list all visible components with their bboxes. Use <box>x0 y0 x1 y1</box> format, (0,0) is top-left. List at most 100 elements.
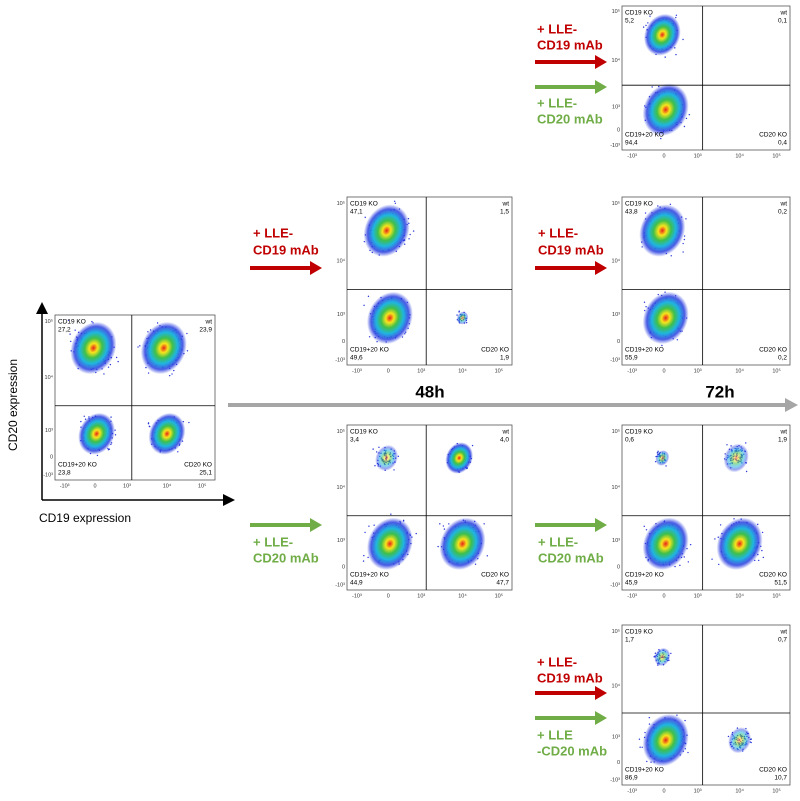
cell-dot <box>762 556 765 559</box>
y-tick-label: 10⁵ <box>337 428 345 435</box>
gate-name: CD20 KO <box>481 347 509 354</box>
cell-dot <box>186 350 189 352</box>
cell-density <box>639 204 686 257</box>
gate-percent: 4,0 <box>500 437 509 444</box>
x-tick-label: 10⁵ <box>198 482 206 489</box>
x-axis-label: CD19 expression <box>39 511 131 525</box>
x-tick-label: 10⁵ <box>772 152 780 159</box>
cell-dot <box>168 374 171 377</box>
x-tick-label: 0 <box>93 483 96 489</box>
flow-plot: 10⁵ 10⁴ 10³ 0 -10³ -10³ 0 10³ 10⁴ 10⁵ CD19 KO0,6 wt… <box>610 424 791 599</box>
y-tick-label: 10³ <box>612 312 620 318</box>
x-tick-label: -10³ <box>352 593 362 599</box>
gate-name: CD19 KO <box>58 319 86 326</box>
cell-dot <box>443 528 446 530</box>
y-tick-label: 0 <box>617 127 620 133</box>
y-tick-label: 0 <box>342 564 345 570</box>
flow-plot: 10⁵ 10⁴ 10³ 0 -10³ -10³ 0 10³ 10⁴ 10⁵ CD19 KO1,7 wt… <box>610 624 791 794</box>
cell-dot <box>682 242 684 245</box>
cell-dot <box>651 86 653 88</box>
y-tick-label: 10⁴ <box>45 374 54 381</box>
cell-dot <box>682 251 684 253</box>
cell-dot <box>486 555 489 557</box>
cell-dot <box>177 451 179 453</box>
cell-dot <box>139 345 141 347</box>
cell-dot <box>103 373 105 375</box>
cell-dot <box>70 340 72 343</box>
cell-dot <box>107 366 110 368</box>
x-tick-label: 10³ <box>417 593 425 599</box>
cell-dot <box>674 565 676 568</box>
x-tick-label: 0 <box>662 788 665 794</box>
cell-dot <box>657 450 659 452</box>
y-tick-label: 0 <box>342 339 345 345</box>
cell-density <box>643 13 681 56</box>
x-tick-label: -10³ <box>627 593 637 599</box>
flow-plot: 10⁵ 10⁴ 10³ 0 -10³ -10³ 0 10³ 10⁴ 10⁵ CD19 KO3,4 wt… <box>335 424 513 599</box>
gate-percent: 49,6 <box>350 355 363 362</box>
cell-density <box>716 517 763 570</box>
x-tick-label: 10⁴ <box>458 367 467 374</box>
x-tick-label: 10⁴ <box>458 592 467 599</box>
gate-percent: 86,9 <box>625 775 638 782</box>
cell-dot <box>375 451 378 453</box>
y-tick-label: 0 <box>50 454 53 460</box>
treatment-label: + LLE- <box>538 225 578 240</box>
treatment-label: + LLE- <box>538 534 578 549</box>
gate-percent: 0,4 <box>778 140 787 147</box>
gate-name: CD19+20 KO <box>625 572 664 579</box>
cell-density <box>445 442 473 474</box>
y-tick-label: 10⁴ <box>612 57 621 64</box>
y-tick-label: 10³ <box>612 104 620 110</box>
cell-density <box>728 727 752 754</box>
cell-density <box>366 291 413 345</box>
x-tick-label: -10³ <box>627 788 637 794</box>
y-tick-label: 10⁵ <box>45 318 53 325</box>
cell-dot <box>645 306 647 308</box>
cell-dot <box>117 360 119 363</box>
x-tick-label: 10⁵ <box>772 787 780 794</box>
cell-dot <box>471 444 474 447</box>
gate-percent: 25,1 <box>199 470 212 477</box>
cell-dot <box>679 564 681 567</box>
y-tick-label: -10³ <box>610 778 620 784</box>
y-tick-label: -10³ <box>335 583 345 589</box>
cell-dot <box>171 373 173 375</box>
cell-dot <box>114 434 117 436</box>
cell-dot <box>439 523 441 525</box>
cell-dot <box>645 24 647 27</box>
cell-dot <box>147 372 150 374</box>
gate-percent: 23,8 <box>58 470 71 477</box>
y-tick-label: -10³ <box>610 583 620 589</box>
treatment-arrow-head <box>595 261 607 275</box>
cell-dot <box>372 448 374 450</box>
cell-density <box>654 647 671 667</box>
gate-name: CD20 KO <box>759 572 787 579</box>
x-tick-label: 10⁴ <box>735 367 744 374</box>
cell-dot <box>188 421 190 424</box>
cell-dot <box>719 524 722 526</box>
cell-dot <box>364 531 366 534</box>
gate-percent: 1,7 <box>625 637 634 644</box>
gate-percent: 3,4 <box>350 437 359 444</box>
y-tick-label: -10³ <box>610 143 620 149</box>
x-tick-label: 10⁴ <box>735 592 744 599</box>
cell-dot <box>646 760 648 763</box>
x-tick-label: -10³ <box>60 483 70 489</box>
cell-density <box>366 517 413 570</box>
y-tick-label: 10⁵ <box>612 8 620 15</box>
cell-dot <box>448 523 450 525</box>
cell-dot <box>173 369 175 372</box>
cell-dot <box>644 212 647 214</box>
treatment-label: CD20 mAb <box>253 550 319 565</box>
y-tick-label: 10⁴ <box>612 257 621 264</box>
cell-dot <box>96 454 99 457</box>
cell-dot <box>726 444 728 446</box>
x-tick-label: 0 <box>387 368 390 374</box>
cell-dot <box>412 230 415 232</box>
treatment-arrow-head <box>595 80 607 94</box>
y-tick-label: 10³ <box>612 538 620 544</box>
